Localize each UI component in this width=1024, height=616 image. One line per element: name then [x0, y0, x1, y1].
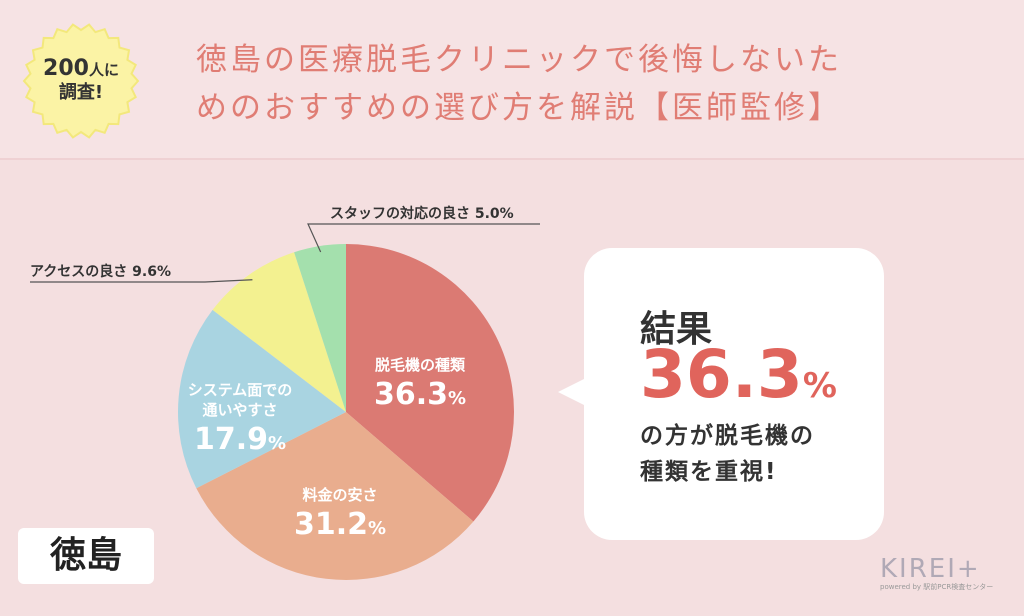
result-value: 36.3% [640, 342, 837, 408]
callout-line-4 [307, 223, 540, 253]
callout-line-3 [30, 279, 253, 283]
result-value-unit: % [802, 366, 837, 406]
slice-label-0: 脱毛機の種類 36.3% [374, 356, 466, 412]
pie-slice-3 [212, 252, 346, 412]
slice-value-1: 31.2% [294, 507, 386, 542]
result-label: 結果 [640, 309, 713, 350]
pie-slice-2 [177, 309, 346, 489]
header: 200人に 調査! 徳島の医療脱毛クリニックで後悔しないた めのおすすめの選び方… [0, 0, 1024, 160]
slice-name-2: 通いやすさ [202, 401, 277, 419]
badge-count: 200 [43, 56, 89, 81]
result-value-number: 36.3 [640, 336, 803, 413]
badge-suffix: 人に [88, 61, 119, 79]
result-line-2: 種類を重視! [640, 459, 778, 485]
result-bubble [584, 248, 884, 540]
callout-label-3: アクセスの良さ 9.6% [30, 263, 171, 280]
logo-main: KIREI+ [880, 554, 981, 584]
callout-label-4: スタッフの対応の良さ 5.0% [330, 205, 514, 222]
slice-value-2: 17.9% [194, 422, 286, 457]
badge-text: 200人に 調査! [22, 56, 140, 104]
title-line-1: 徳島の医療脱毛クリニックで後悔しないた [196, 42, 842, 78]
badge-label: 調査! [58, 82, 104, 104]
slice-label-1: 料金の安さ 31.2% [294, 486, 386, 542]
slice-name-0: 脱毛機の種類 [375, 356, 466, 374]
result-line-1: の方が脱毛機の [640, 423, 815, 449]
logo-sub: powered by 駅前PCR検査センター [880, 583, 994, 591]
slice-name-2: システム面での [188, 381, 293, 399]
page-title: 徳島の医療脱毛クリニックで後悔しないた めのおすすめの選び方を解説【医師監修】 [196, 36, 996, 132]
speech-bubble-tail [558, 378, 586, 406]
badge-burst-icon [22, 23, 140, 139]
pie-slice-0 [346, 244, 515, 522]
region-label: 徳島 [49, 535, 122, 576]
title-line-2: めのおすすめの選び方を解説【医師監修】 [196, 90, 842, 126]
pie-slice-1 [196, 412, 474, 580]
slice-name-1: 料金の安さ [302, 486, 377, 504]
region-label-box: 徳島 [18, 528, 154, 584]
logo: KIREI+ powered by 駅前PCR検査センター [880, 554, 1010, 592]
slice-value-0: 36.3% [374, 377, 466, 412]
pie-slice-4 [294, 244, 346, 412]
